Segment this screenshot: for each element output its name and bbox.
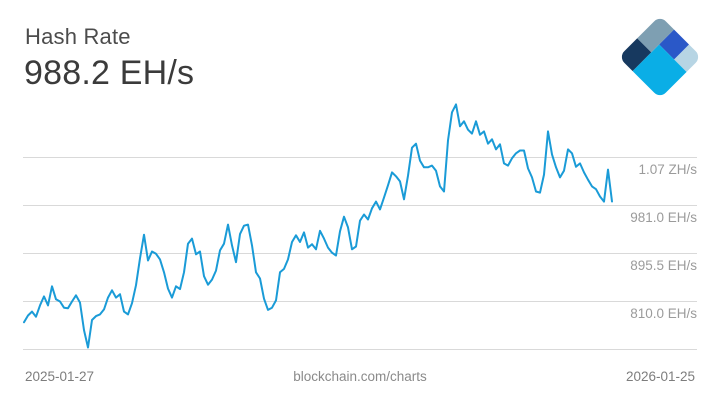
y-axis-tick-label: 810.0 EH/s xyxy=(630,306,697,321)
page-title: Hash Rate xyxy=(25,24,131,49)
x-axis-end-date: 2026-01-25 xyxy=(625,369,695,384)
blockchain-logo-icon[interactable] xyxy=(618,15,702,99)
x-axis: 2025-01-27 blockchain.com/charts 2026-01… xyxy=(0,369,720,387)
logo-piece-cyan xyxy=(632,44,687,99)
current-hash-rate-value: 988.2 EH/s xyxy=(24,54,195,92)
logo-piece-royal xyxy=(659,29,690,60)
y-axis-tick-label: 1.07 ZH/s xyxy=(638,162,697,177)
y-axis-tick-label: 981.0 EH/s xyxy=(630,210,697,225)
watermark-text: blockchain.com/charts xyxy=(293,369,427,384)
x-axis-start-date: 2025-01-27 xyxy=(25,369,95,384)
hash-rate-series-line xyxy=(23,103,613,349)
logo-piece-navy xyxy=(618,38,652,72)
logo-piece-pale xyxy=(674,44,702,72)
gridlines xyxy=(23,157,697,350)
y-axis-tick-label: 895.5 EH/s xyxy=(630,258,697,273)
logo-piece-slate xyxy=(637,15,675,53)
